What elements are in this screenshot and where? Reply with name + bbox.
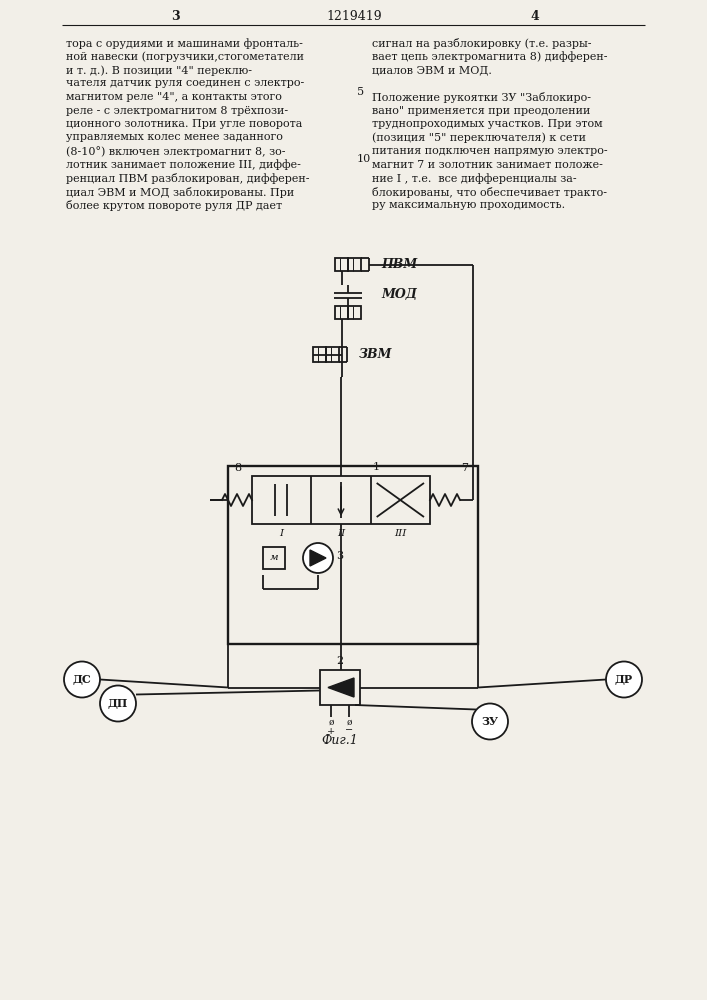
Text: III: III	[394, 528, 407, 538]
Bar	[326, 347, 339, 362]
Bar	[348, 258, 361, 271]
Text: 5: 5	[357, 87, 364, 97]
Text: 2: 2	[337, 656, 344, 666]
Bar	[263, 547, 285, 569]
Bar	[335, 258, 348, 271]
Text: магнит 7 и золотник занимает положе-: магнит 7 и золотник занимает положе-	[372, 159, 603, 169]
Bar	[320, 670, 360, 705]
Circle shape	[100, 686, 136, 722]
Text: ние I , т.е.  все дифференциалы за-: ние I , т.е. все дифференциалы за-	[372, 173, 577, 184]
Text: II: II	[337, 528, 345, 538]
Text: I: I	[279, 528, 284, 538]
Text: блокированы, что обеспечивает тракто-: блокированы, что обеспечивает тракто-	[372, 186, 607, 198]
Text: сигнал на разблокировку (т.е. разры-: сигнал на разблокировку (т.е. разры-	[372, 38, 592, 49]
Text: ЗВМ: ЗВМ	[359, 348, 392, 361]
Text: 8: 8	[235, 463, 242, 473]
Text: (позиция "5" переключателя) к сети: (позиция "5" переключателя) к сети	[372, 132, 586, 143]
Text: м: м	[269, 554, 279, 562]
Text: Фиг.1: Фиг.1	[322, 734, 358, 746]
Polygon shape	[328, 678, 354, 697]
Text: 4: 4	[531, 9, 539, 22]
Text: ø: ø	[328, 718, 334, 726]
Bar	[228, 466, 478, 644]
Text: вано" применяется при преодолении: вано" применяется при преодолении	[372, 105, 590, 115]
Text: 1: 1	[373, 462, 380, 472]
Text: 7: 7	[462, 463, 469, 473]
Text: −: −	[345, 726, 353, 736]
Text: 1219419: 1219419	[326, 9, 382, 22]
Text: ЗУ: ЗУ	[481, 716, 498, 727]
Text: лотник занимает положение III, диффе-: лотник занимает положение III, диффе-	[66, 159, 301, 170]
Text: более крутом повороте руля ДР дает: более крутом повороте руля ДР дает	[66, 200, 282, 211]
Bar	[313, 347, 326, 362]
Text: и т. д.). В позиции "4" переклю-: и т. д.). В позиции "4" переклю-	[66, 65, 252, 76]
Text: ø: ø	[346, 718, 352, 726]
Text: ционного золотника. При угле поворота: ционного золотника. При угле поворота	[66, 119, 303, 129]
Text: ной навески (погрузчики,стогометатели: ной навески (погрузчики,стогометатели	[66, 51, 304, 62]
Text: ренциал ПВМ разблокирован, дифферен-: ренциал ПВМ разблокирован, дифферен-	[66, 173, 310, 184]
Text: +: +	[327, 726, 335, 736]
Circle shape	[64, 662, 100, 698]
Text: магнитом реле "4", а контакты этого: магнитом реле "4", а контакты этого	[66, 92, 282, 102]
Text: циалов ЭВМ и МОД.: циалов ЭВМ и МОД.	[372, 65, 492, 75]
Bar	[252, 476, 430, 524]
Text: ру максимальную проходимость.: ру максимальную проходимость.	[372, 200, 565, 210]
Bar	[335, 306, 348, 319]
Text: Положение рукоятки ЗУ "Заблокиро-: Положение рукоятки ЗУ "Заблокиро-	[372, 92, 591, 103]
Circle shape	[606, 662, 642, 698]
Circle shape	[303, 543, 333, 573]
Text: ДР: ДР	[615, 674, 633, 685]
Text: тора с орудиями и машинами фронталь-: тора с орудиями и машинами фронталь-	[66, 38, 303, 49]
Circle shape	[472, 704, 508, 740]
Text: питания подключен напрямую электро-: питания подключен напрямую электро-	[372, 146, 607, 156]
Text: ПВМ: ПВМ	[381, 258, 417, 271]
Text: вает цепь электромагнита 8) дифферен-: вает цепь электромагнита 8) дифферен-	[372, 51, 607, 62]
Polygon shape	[310, 550, 326, 566]
Text: ДП: ДП	[108, 698, 128, 709]
Text: (8-10°) включен электромагнит 8, зо-: (8-10°) включен электромагнит 8, зо-	[66, 146, 286, 157]
Bar	[348, 306, 361, 319]
Text: реле - с электромагнитом 8 трёхпози-: реле - с электромагнитом 8 трёхпози-	[66, 105, 288, 115]
Text: МОД: МОД	[381, 288, 417, 302]
Text: циал ЭВМ и МОД заблокированы. При: циал ЭВМ и МОД заблокированы. При	[66, 186, 294, 198]
Text: 3: 3	[337, 551, 344, 561]
Text: труднопроходимых участков. При этом: труднопроходимых участков. При этом	[372, 119, 602, 129]
Text: 10: 10	[357, 154, 371, 164]
Text: ДС: ДС	[73, 674, 91, 685]
Text: чателя датчик руля соединен с электро-: чателя датчик руля соединен с электро-	[66, 79, 304, 89]
Text: управляемых колес менее заданного: управляемых колес менее заданного	[66, 132, 283, 142]
Text: 3: 3	[170, 9, 180, 22]
